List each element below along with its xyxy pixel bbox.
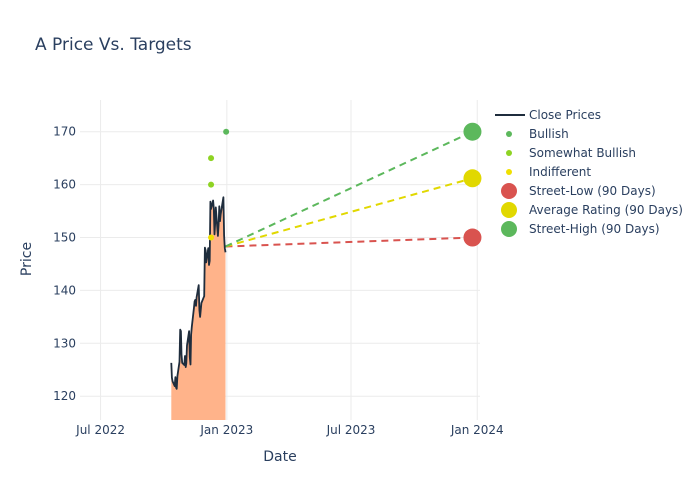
target-line xyxy=(225,130,473,248)
legend-swatch-dot xyxy=(506,169,512,175)
legend-item-label[interactable]: Somewhat Bullish xyxy=(529,146,636,160)
legend-swatch-dot xyxy=(506,131,512,137)
y-tick-label: 120 xyxy=(53,389,76,403)
y-axis-ticks: 120 130 140 150 160 170 xyxy=(53,125,76,403)
rating-point[interactable] xyxy=(208,234,215,241)
y-tick-label: 170 xyxy=(53,125,76,139)
legend-item-label[interactable]: Average Rating (90 Days) xyxy=(529,203,683,217)
target-marker[interactable] xyxy=(463,169,482,188)
rating-point[interactable] xyxy=(208,155,215,162)
y-tick-label: 140 xyxy=(53,283,76,297)
legend-item-label[interactable]: Street-Low (90 Days) xyxy=(529,184,656,198)
legend-swatch-dot xyxy=(506,150,512,156)
x-tick-label: Jan 2023 xyxy=(199,423,253,437)
y-axis-title: Price xyxy=(19,242,35,276)
legend-item-label[interactable]: Street-High (90 Days) xyxy=(529,222,660,236)
y-tick-label: 160 xyxy=(53,178,76,192)
x-axis-title: Date xyxy=(263,449,296,465)
x-tick-label: Jan 2024 xyxy=(450,423,504,437)
legend[interactable]: Close Prices Bullish Somewhat Bullish Indif… xyxy=(495,108,683,237)
target-line xyxy=(225,177,473,248)
y-tick-label: 150 xyxy=(53,231,76,245)
grid-lines xyxy=(80,100,480,420)
legend-item-label[interactable]: Close Prices xyxy=(529,108,601,122)
legend-swatch-circle xyxy=(501,221,517,237)
chart-title: A Price Vs. Targets xyxy=(35,35,192,55)
rating-points xyxy=(208,128,230,241)
x-axis-ticks: Jul 2022 Jan 2023 Jul 2023 Jan 2024 xyxy=(75,423,504,437)
target-marker[interactable] xyxy=(463,122,482,141)
target-lines xyxy=(225,122,482,248)
legend-item-label[interactable]: Bullish xyxy=(529,127,569,141)
target-marker[interactable] xyxy=(463,228,482,247)
legend-item-label[interactable]: Indifferent xyxy=(529,165,591,179)
y-tick-label: 130 xyxy=(53,336,76,350)
x-tick-label: Jul 2023 xyxy=(326,423,376,437)
close-price-series-line xyxy=(170,196,227,390)
rating-point[interactable] xyxy=(223,128,230,135)
x-tick-label: Jul 2022 xyxy=(75,423,125,437)
legend-swatch-circle xyxy=(501,183,517,199)
rating-point[interactable] xyxy=(208,181,215,188)
legend-swatch-circle xyxy=(501,202,517,218)
close-price-line xyxy=(170,196,227,390)
target-line xyxy=(225,236,473,248)
